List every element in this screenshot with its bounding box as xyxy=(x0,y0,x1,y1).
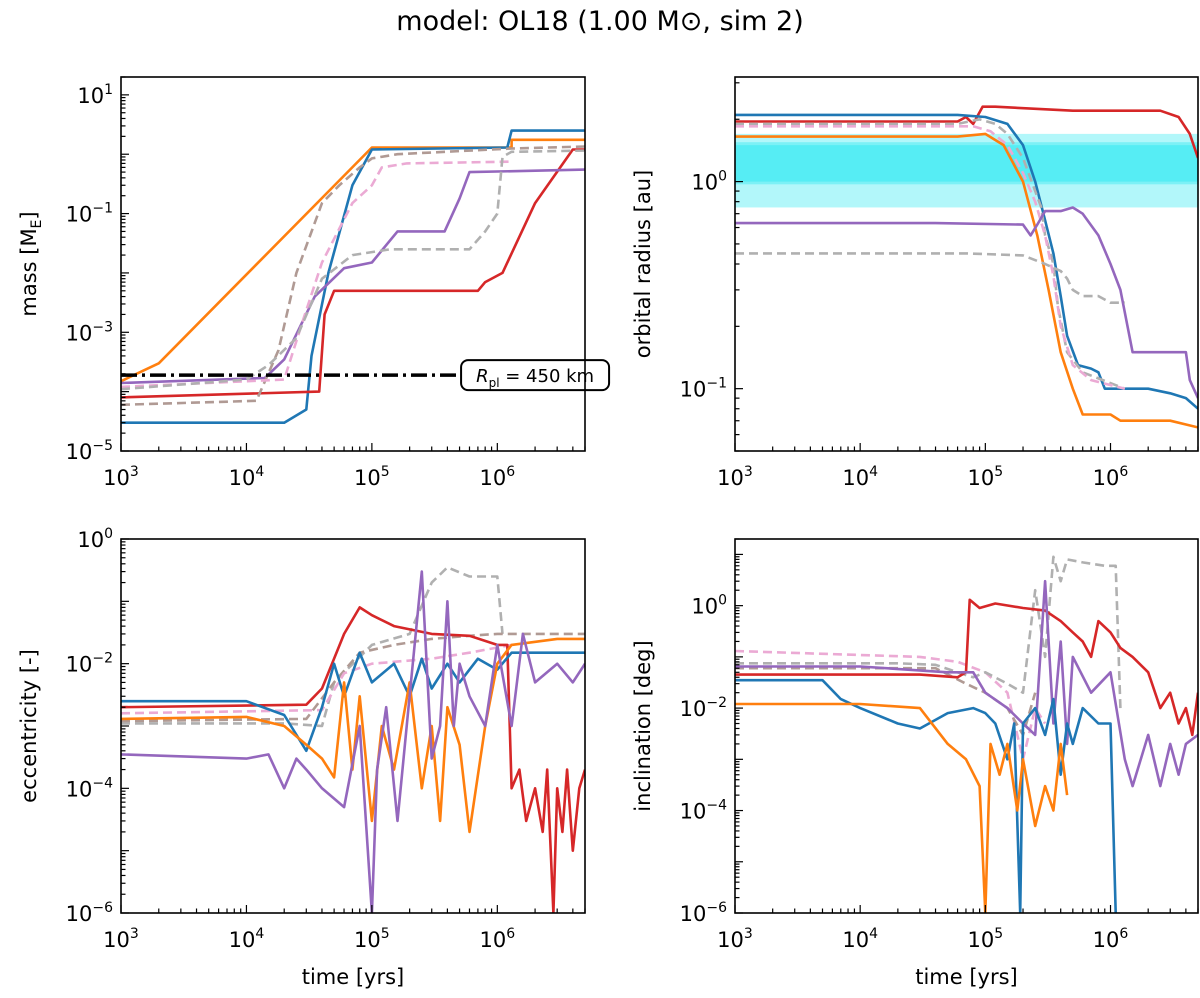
series-pink-line xyxy=(121,160,512,389)
series-gray-line xyxy=(735,555,1122,709)
x-tick-label: 106 xyxy=(1093,464,1129,490)
series-red-line xyxy=(735,105,1198,159)
x-axis-label: time [yrs] xyxy=(915,965,1018,989)
x-tick-label: 104 xyxy=(229,926,265,952)
series-purple-line xyxy=(735,579,1198,788)
y-tick-label: 10−4 xyxy=(680,798,727,824)
figure-title: model: OL18 (1.00 M⊙, sim 2) xyxy=(396,6,804,37)
axes-frame xyxy=(120,538,586,914)
x-tick-label: 106 xyxy=(479,464,515,490)
y-axis-label: eccentricity [-] xyxy=(17,649,41,803)
plot-area-eccentricity xyxy=(121,566,585,913)
x-tick-label: 104 xyxy=(229,464,265,490)
y-axis-label: mass [ME] xyxy=(17,211,45,316)
panel-orbital_radius: 103 104 105 106 10−1 100 orbital radius [au] xyxy=(631,76,1199,490)
series-gray-line xyxy=(121,566,504,728)
series-purple-line xyxy=(121,168,585,385)
series-gray-low-line xyxy=(735,252,1125,304)
series-orange-line xyxy=(121,138,585,383)
plot-area-inclination xyxy=(735,555,1198,913)
x-tick-label: 105 xyxy=(968,926,1004,952)
panel-inclination: 103 104 105 106 10−6 10−4 10−2 100 inclination [… xyxy=(631,538,1199,989)
y-tick-label: 100 xyxy=(691,593,727,619)
series-orange-line xyxy=(735,702,1069,913)
x-tick-label: 105 xyxy=(354,464,390,490)
habitable-zone-band xyxy=(735,145,1198,182)
x-tick-label: 106 xyxy=(479,926,515,952)
y-tick-label: 101 xyxy=(77,82,113,108)
x-tick-label: 103 xyxy=(103,464,139,490)
x-tick-label: 104 xyxy=(842,464,878,490)
y-tick-label: 100 xyxy=(77,526,113,552)
x-tick-label: 103 xyxy=(717,926,753,952)
x-tick-label: 104 xyxy=(842,926,878,952)
x-tick-label: 106 xyxy=(1093,926,1129,952)
axes-frame xyxy=(734,76,1199,452)
y-tick-label: 10−5 xyxy=(66,438,113,464)
y-axis-label: orbital radius [au] xyxy=(631,170,655,358)
series-blue-line xyxy=(735,678,1117,913)
series-red-line xyxy=(121,606,585,913)
x-tick-label: 103 xyxy=(103,926,139,952)
y-axis-label: inclination [deg] xyxy=(631,640,655,811)
series-red-line xyxy=(735,598,1198,737)
x-tick-label: 103 xyxy=(717,464,753,490)
y-tick-label: 10−2 xyxy=(680,695,727,721)
y-tick-label: 100 xyxy=(691,169,727,195)
habitable-zone-band xyxy=(735,142,1198,185)
habitable-zone-band xyxy=(735,133,1198,208)
series-brown-line xyxy=(121,145,585,407)
y-tick-label: 10−2 xyxy=(66,651,113,677)
y-tick-label: 10−6 xyxy=(66,900,113,926)
panel-eccentricity: 103 104 105 106 10−6 10−4 10−2 100 eccentricity … xyxy=(17,526,586,989)
y-tick-label: 10−4 xyxy=(66,775,113,801)
y-tick-label: 10−1 xyxy=(680,376,727,402)
y-tick-label: 10−6 xyxy=(680,900,727,926)
series-brown-line xyxy=(121,632,585,723)
plot-area-orbital_radius xyxy=(735,105,1198,429)
planetesimal-size-label: Rpl = 450 km xyxy=(476,366,594,390)
series-blue-line xyxy=(735,113,1198,410)
x-tick-label: 105 xyxy=(354,926,390,952)
y-tick-label: 10−1 xyxy=(66,201,113,227)
axes-frame xyxy=(734,538,1199,914)
series-purple-line xyxy=(121,570,585,913)
series-pink-line xyxy=(735,649,1047,761)
series-orange-line xyxy=(735,132,1198,429)
series-purple-line xyxy=(735,206,1198,399)
x-tick-label: 105 xyxy=(968,464,1004,490)
planetesimal-size-label-box xyxy=(460,359,611,392)
x-axis-label: time [yrs] xyxy=(302,965,405,989)
series-gray-line xyxy=(735,118,1126,390)
series-red-line xyxy=(121,148,585,399)
y-tick-label: 10−3 xyxy=(66,319,113,345)
panel-mass: Rpl = 450 km 103 104 105 106 10−5 10−3 10−1 101 m… xyxy=(17,76,611,490)
